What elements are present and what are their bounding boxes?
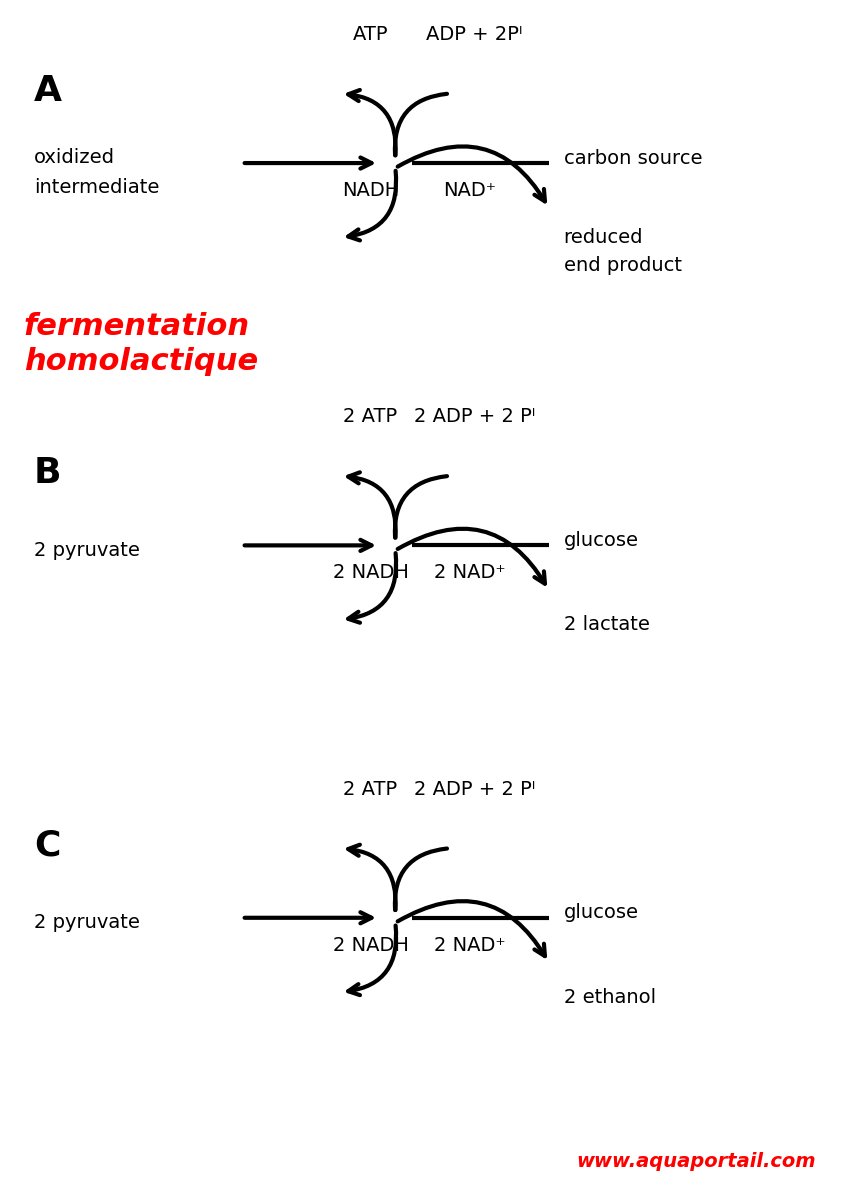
Text: fermentation: fermentation <box>24 312 250 341</box>
Text: NADH: NADH <box>342 181 400 200</box>
Text: 2 ethanol: 2 ethanol <box>564 988 655 1007</box>
Text: reduced: reduced <box>564 228 643 247</box>
Text: 2 ATP: 2 ATP <box>343 407 398 426</box>
Text: 2 ADP + 2 Pᴵ: 2 ADP + 2 Pᴵ <box>414 780 536 799</box>
Text: A: A <box>34 73 62 108</box>
Text: 2 pyruvate: 2 pyruvate <box>34 913 139 932</box>
Text: 2 NAD⁺: 2 NAD⁺ <box>434 563 506 582</box>
Text: glucose: glucose <box>564 530 638 550</box>
Text: ADP + 2Pᴵ: ADP + 2Pᴵ <box>426 25 523 44</box>
Text: homolactique: homolactique <box>24 347 258 376</box>
Text: end product: end product <box>564 256 682 275</box>
Text: carbon source: carbon source <box>564 149 702 168</box>
Text: intermediate: intermediate <box>34 178 159 197</box>
Text: 2 ADP + 2 Pᴵ: 2 ADP + 2 Pᴵ <box>414 407 536 426</box>
Text: NAD⁺: NAD⁺ <box>443 181 496 200</box>
Text: 2 lactate: 2 lactate <box>564 616 649 635</box>
Text: www.aquaportail.com: www.aquaportail.com <box>576 1152 816 1171</box>
Text: ATP: ATP <box>353 25 388 44</box>
Text: B: B <box>34 456 61 490</box>
Text: oxidized: oxidized <box>34 148 115 167</box>
Text: 2 ATP: 2 ATP <box>343 780 398 799</box>
Text: glucose: glucose <box>564 904 638 923</box>
Text: 2 pyruvate: 2 pyruvate <box>34 541 139 560</box>
Text: 2 NAD⁺: 2 NAD⁺ <box>434 936 506 955</box>
Text: 2 NADH: 2 NADH <box>332 563 409 582</box>
Text: 2 NADH: 2 NADH <box>332 936 409 955</box>
Text: C: C <box>34 828 60 863</box>
